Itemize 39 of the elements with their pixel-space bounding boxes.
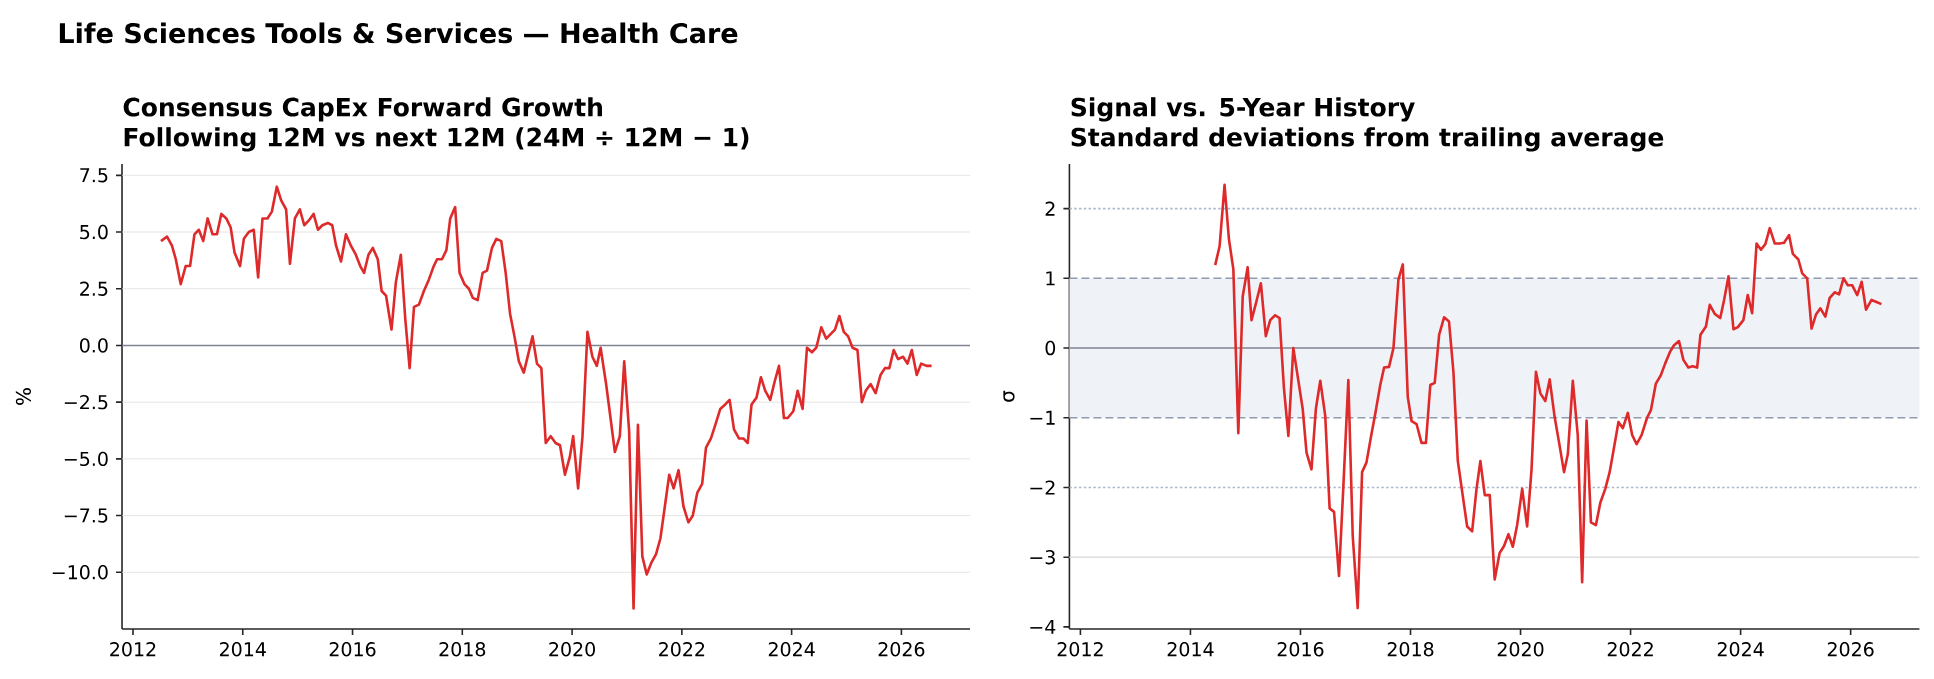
x-tick-label: 2022 [1607,642,1653,657]
x-tick-label: 2026 [878,642,925,657]
y-tick-label: 2.5 [80,281,108,296]
chart-subtitle: Following 12M vs next 12M (24M ÷ 12M − 1) [124,127,749,152]
y-tick-label: −10.0 [52,565,108,580]
y-tick-label: −4 [1030,619,1056,634]
y-tick-label: 5.0 [80,224,108,240]
y-tick-label: 0 [1045,340,1056,356]
y-tick-label: −5.0 [64,451,108,467]
x-tick-label: 2024 [1717,642,1764,657]
y-tick-label: 2 [1045,201,1055,216]
y-tick-label: 1 [1046,271,1055,286]
y-axis-title: % [15,388,31,405]
x-tick-label: 2020 [549,642,595,657]
x-tick-label: 2022 [659,642,705,657]
y-tick-label: −2 [1030,480,1055,495]
x-tick-label: 2012 [110,642,156,657]
x-tick-label: 2016 [1277,642,1324,657]
chart-title: Signal vs. 5-Year History [1071,97,1415,122]
x-tick-label: 2012 [1057,642,1103,657]
x-tick-label: 2018 [439,642,486,657]
chart-subtitle: Standard deviations from trailing average [1071,127,1664,152]
x-tick-label: 2018 [1387,642,1434,657]
x-tick-label: 2014 [1167,642,1214,657]
y-tick-label: −2.5 [64,394,108,410]
x-tick-label: 2024 [768,642,815,657]
y-axis-title: σ [1003,390,1015,402]
x-tick-label: 2020 [1497,642,1544,657]
y-tick-label: 0.0 [79,338,108,353]
y-tick-label: −1 [1030,410,1055,425]
text: Life Sciences Tools & Services — Health Care [59,22,738,44]
chart-title: Consensus CapEx Forward Growth [123,97,602,122]
x-tick-label: 2026 [1827,642,1874,657]
y-tick-label: −7.5 [64,508,108,523]
y-tick-label: −3 [1030,549,1055,565]
x-tick-label: 2014 [219,642,266,657]
x-tick-label: 2016 [329,642,376,657]
y-tick-label: 7.5 [80,168,108,183]
line-series [1213,183,1883,610]
